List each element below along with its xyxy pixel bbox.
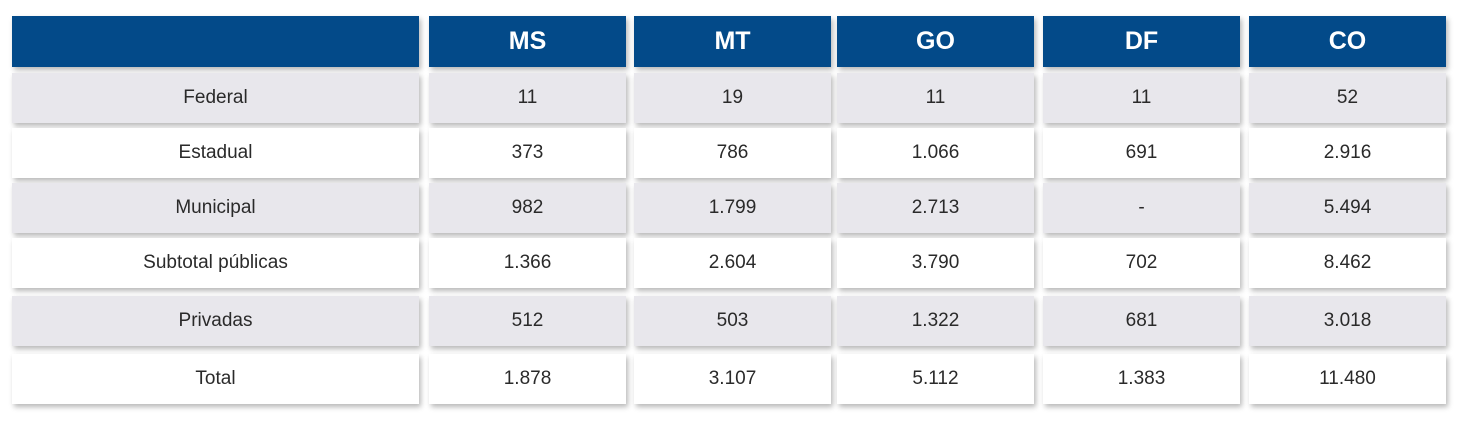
row-label: Privadas <box>12 296 419 346</box>
row-label: Estadual <box>12 128 419 178</box>
table-row-estadual: Estadual 373 786 1.066 691 2.916 <box>12 128 1446 178</box>
header-cell-corner <box>12 16 419 67</box>
header-cell-df: DF <box>1043 16 1240 67</box>
table-cell: 702 <box>1043 238 1240 288</box>
table-cell: 3.018 <box>1249 296 1446 346</box>
table-cell: 1.878 <box>429 354 626 404</box>
table-cell: 3.790 <box>837 238 1034 288</box>
table-cell: 1.366 <box>429 238 626 288</box>
table-cell: 1.066 <box>837 128 1034 178</box>
header-cell-co: CO <box>1249 16 1446 67</box>
row-label: Subtotal públicas <box>12 238 419 288</box>
header-cell-mt: MT <box>634 16 831 67</box>
table-cell: 681 <box>1043 296 1240 346</box>
table-cell: 11 <box>429 73 626 123</box>
table-cell: 5.494 <box>1249 183 1446 233</box>
table-row-total: Total 1.878 3.107 5.112 1.383 11.480 <box>12 354 1446 404</box>
table-header-row: MS MT GO DF CO <box>12 16 1446 67</box>
table-cell: 373 <box>429 128 626 178</box>
table-row-subtotal-publicas: Subtotal públicas 1.366 2.604 3.790 702 … <box>12 238 1446 288</box>
row-label: Municipal <box>12 183 419 233</box>
table-cell: 2.604 <box>634 238 831 288</box>
table-cell: 3.107 <box>634 354 831 404</box>
table-cell: 8.462 <box>1249 238 1446 288</box>
table-row-federal: Federal 11 19 11 11 52 <box>12 73 1446 123</box>
table-cell: 1.799 <box>634 183 831 233</box>
table-row-privadas: Privadas 512 503 1.322 681 3.018 <box>12 296 1446 346</box>
table-cell: 1.383 <box>1043 354 1240 404</box>
table-row-municipal: Municipal 982 1.799 2.713 - 5.494 <box>12 183 1446 233</box>
table-cell: 503 <box>634 296 831 346</box>
table-cell: 786 <box>634 128 831 178</box>
table-cell: 11 <box>837 73 1034 123</box>
header-cell-go: GO <box>837 16 1034 67</box>
table-cell: 19 <box>634 73 831 123</box>
table-cell: 1.322 <box>837 296 1034 346</box>
table-cell: 11 <box>1043 73 1240 123</box>
header-cell-ms: MS <box>429 16 626 67</box>
row-label: Federal <box>12 73 419 123</box>
row-label: Total <box>12 354 419 404</box>
table-cell: 2.916 <box>1249 128 1446 178</box>
table-cell: 52 <box>1249 73 1446 123</box>
table-cell: 691 <box>1043 128 1240 178</box>
table-cell: - <box>1043 183 1240 233</box>
table-cell: 982 <box>429 183 626 233</box>
table-cell: 2.713 <box>837 183 1034 233</box>
table-cell: 11.480 <box>1249 354 1446 404</box>
table-cell: 5.112 <box>837 354 1034 404</box>
table-cell: 512 <box>429 296 626 346</box>
